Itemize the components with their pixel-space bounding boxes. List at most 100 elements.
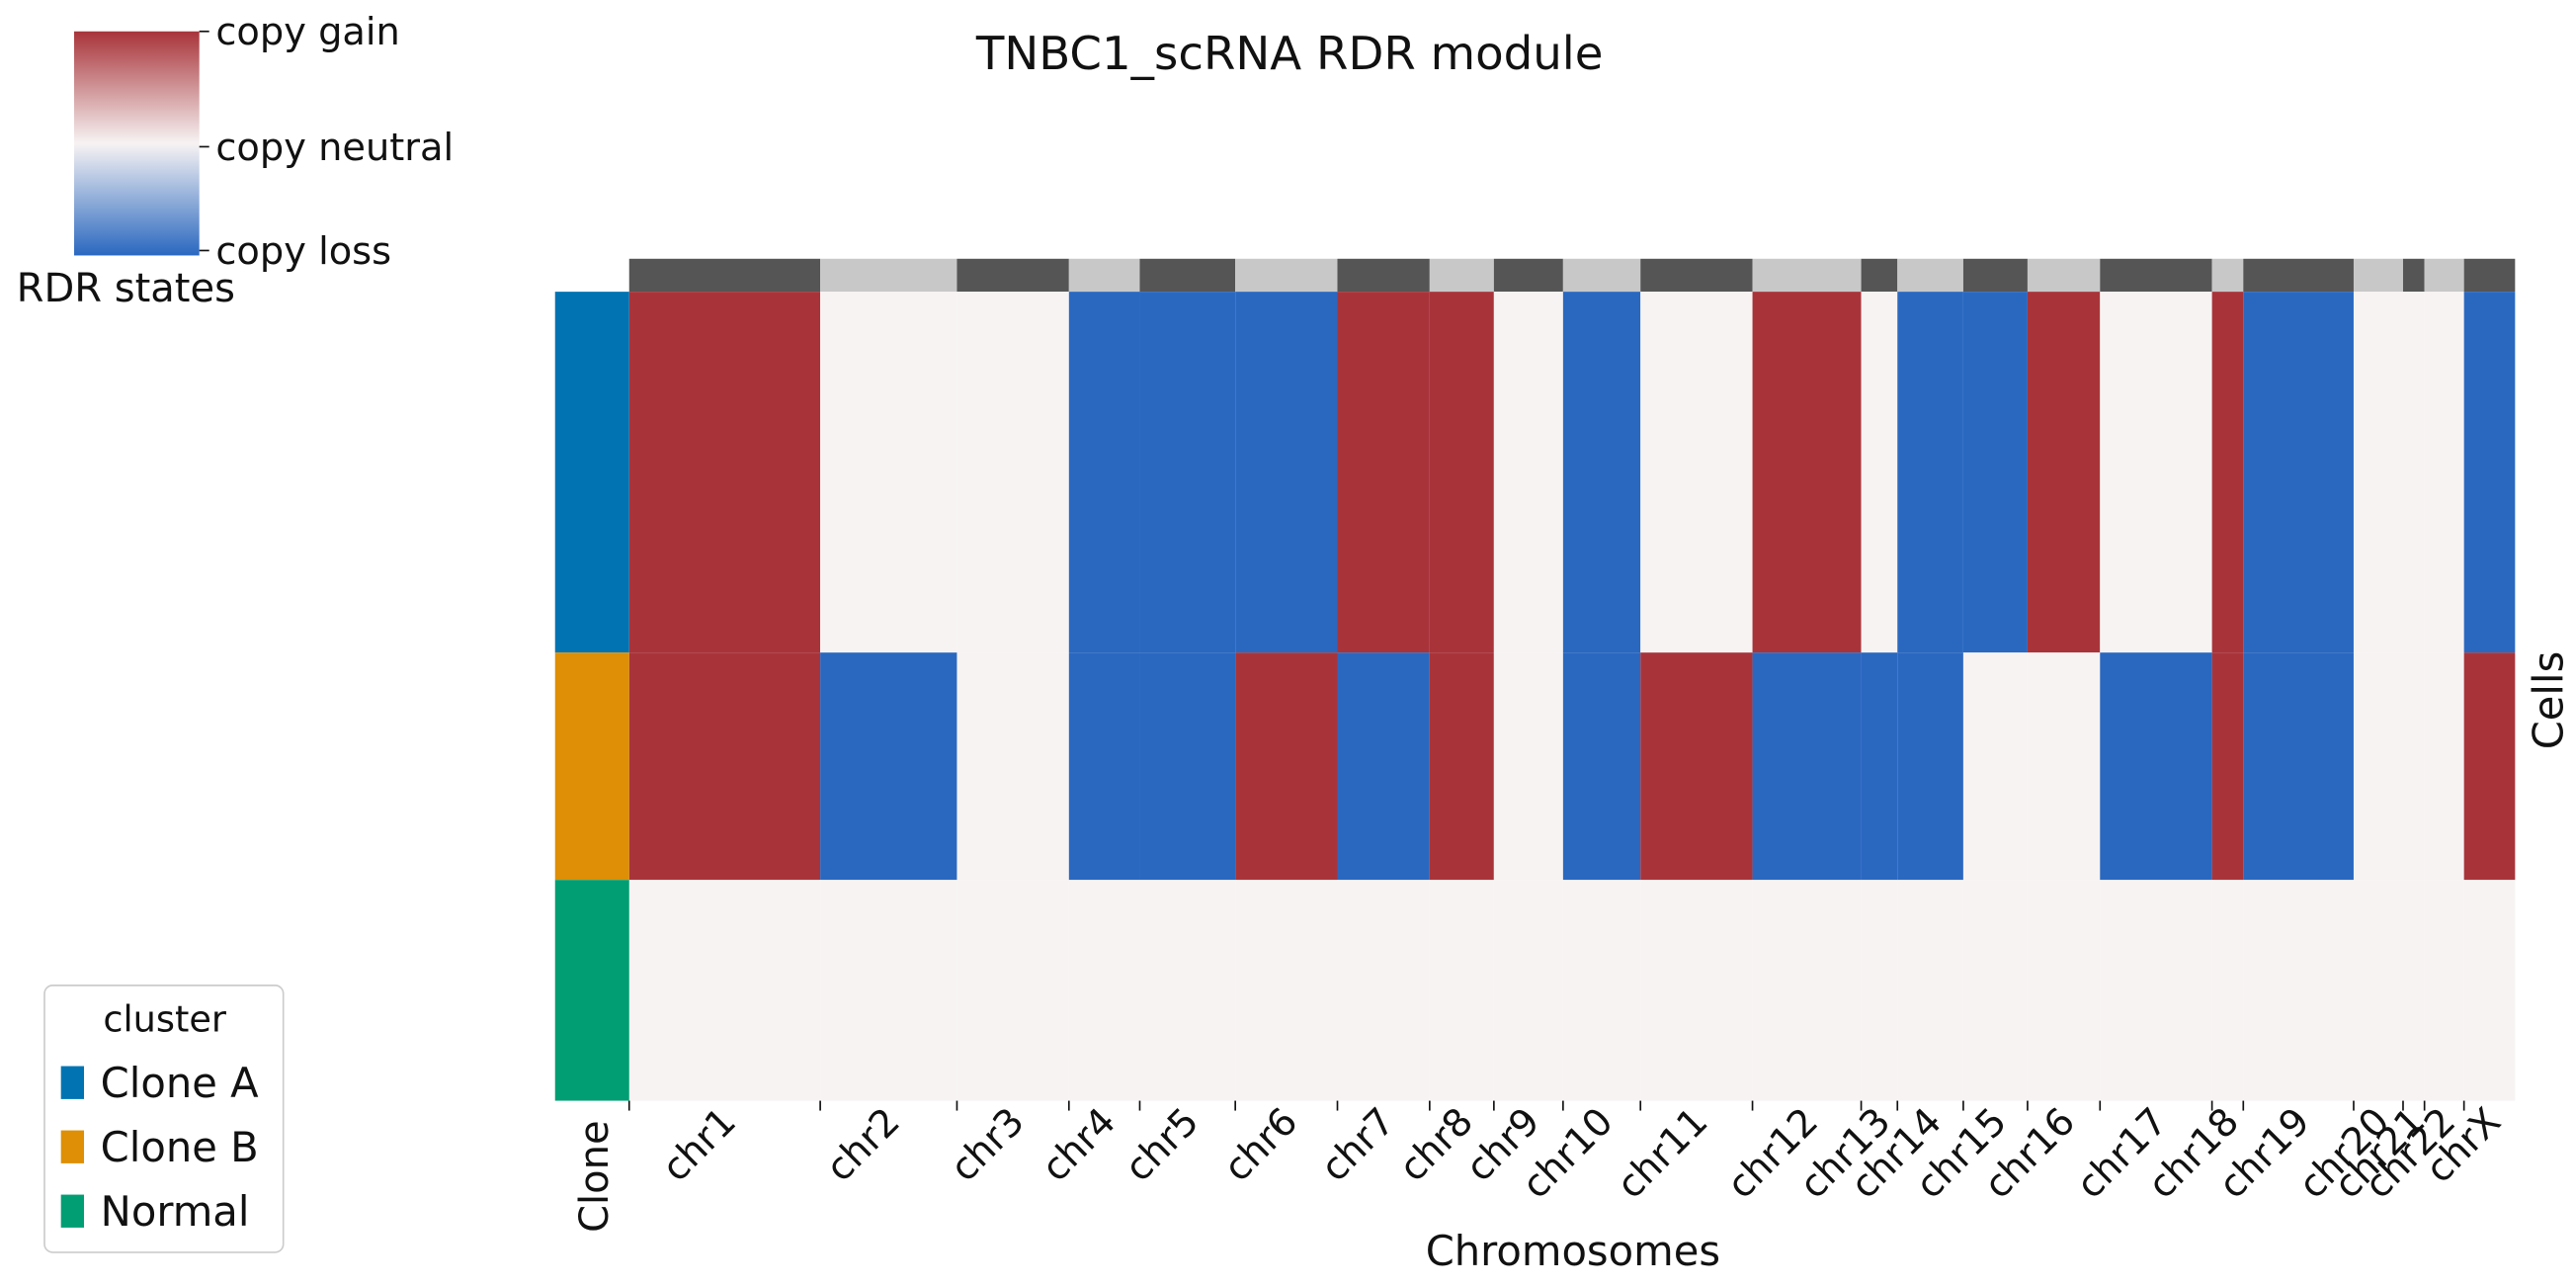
chromosome-bar <box>1139 258 1236 293</box>
heatmap-cell <box>1562 652 1641 881</box>
heatmap-cell <box>2463 652 2516 881</box>
heatmap-cell <box>820 292 957 653</box>
chromosome-bar <box>628 258 821 293</box>
x-tick-label: chr1 <box>654 1099 745 1190</box>
chromosome-bar <box>2402 258 2425 293</box>
heatmap-cell <box>2211 652 2244 881</box>
heatmap-cell <box>1861 652 1898 881</box>
x-tick-label: chr11 <box>1609 1099 1717 1208</box>
heatmap-cell <box>2027 880 2101 1101</box>
colorbar-label: copy gain <box>215 10 399 54</box>
heatmap-cell <box>1897 292 1963 653</box>
heatmap-cell <box>1640 652 1753 881</box>
heatmap-cell <box>1962 652 2028 881</box>
heatmap-cell <box>1493 880 1563 1101</box>
chromosome-bar <box>1962 258 2028 293</box>
chromosome-bar <box>820 258 957 293</box>
heatmap-cell <box>2402 652 2425 881</box>
heatmap-cell <box>1429 652 1494 881</box>
chromosome-bar <box>2353 258 2403 293</box>
chromosome-bar <box>2211 258 2244 293</box>
heatmap-cell <box>1337 652 1430 881</box>
heatmap-cell <box>2424 880 2464 1101</box>
heatmap-cell <box>1962 292 2028 653</box>
heatmap-cell <box>1861 880 1898 1101</box>
heatmap-cell <box>1139 880 1236 1101</box>
heatmap-cell <box>2211 292 2244 653</box>
heatmap-cell <box>1962 880 2028 1101</box>
heatmap-cell <box>1337 880 1430 1101</box>
chart-title: TNBC1_scRNA RDR module <box>975 28 1604 81</box>
heatmap-cell <box>2100 880 2212 1101</box>
heatmap-cell <box>1640 880 1753 1101</box>
heatmap-cell <box>956 880 1069 1101</box>
heatmap-cell <box>2100 292 2212 653</box>
heatmap-cell <box>2243 880 2354 1101</box>
heatmap-cell <box>2027 652 2101 881</box>
heatmap-cell <box>1861 292 1898 653</box>
heatmap-cell <box>1493 652 1563 881</box>
heatmap-cell <box>1068 880 1140 1101</box>
heatmap-cell <box>1640 292 1753 653</box>
colorbar-title: RDR states <box>17 266 235 311</box>
legend-swatch <box>60 1066 85 1099</box>
heatmap-cell <box>1068 292 1140 653</box>
heatmap-cell <box>1752 292 1862 653</box>
clone-bar <box>554 292 629 653</box>
heatmap-cell <box>1235 292 1338 653</box>
chromosome-bar <box>956 258 1069 293</box>
chromosome-bar <box>2243 258 2354 293</box>
legend-label: Normal <box>101 1187 250 1236</box>
heatmap-cell <box>2027 292 2101 653</box>
heatmap-cell <box>1493 292 1563 653</box>
legend-swatch <box>60 1130 85 1163</box>
x-tick-label: chr2 <box>817 1099 908 1190</box>
x-tick-label: chr8 <box>1390 1099 1481 1190</box>
clone-bar <box>554 880 629 1101</box>
heatmap-cell <box>2463 292 2516 653</box>
heatmap-cell <box>2353 880 2403 1101</box>
heatmap-cell <box>628 652 821 881</box>
chromosome-bar <box>2424 258 2464 293</box>
heatmap-cell <box>820 880 957 1101</box>
heatmap-cell <box>1752 880 1862 1101</box>
heatmap-cell <box>2243 652 2354 881</box>
chromosome-bar <box>1752 258 1862 293</box>
x-tick-label: chr5 <box>1117 1099 1207 1190</box>
x-axis-label: Chromosomes <box>1426 1227 1720 1275</box>
heatmap-cell <box>1068 652 1140 881</box>
heatmap-cell <box>1562 292 1641 653</box>
row-label: Clone <box>572 1120 618 1232</box>
colorbar-label: copy loss <box>215 229 391 274</box>
chromosome-bar <box>1562 258 1641 293</box>
heatmap-cell <box>1562 880 1641 1101</box>
heatmap-cell <box>1897 880 1963 1101</box>
heatmap-cell <box>2353 652 2403 881</box>
heatmap-cell <box>628 880 821 1101</box>
heatmap-cell <box>1429 292 1494 653</box>
chromosome-bar <box>1429 258 1494 293</box>
legend-title: cluster <box>103 998 227 1041</box>
chromosome-bar <box>1640 258 1753 293</box>
chromosome-bar <box>2027 258 2101 293</box>
heatmap-cell <box>2243 292 2354 653</box>
heatmap-cell <box>2402 880 2425 1101</box>
heatmap-cell <box>956 292 1069 653</box>
chromosome-bar <box>2100 258 2212 293</box>
heatmap-cell <box>2424 292 2464 653</box>
chromosome-bar <box>1337 258 1430 293</box>
heatmap-cell <box>2402 292 2425 653</box>
y-axis-label: Cells <box>2525 651 2573 750</box>
x-tick-label: chr7 <box>1312 1099 1403 1190</box>
heatmap-cell <box>2211 880 2244 1101</box>
chromosome-bar <box>1493 258 1563 293</box>
legend-swatch <box>60 1194 85 1228</box>
heatmap-cell <box>2424 652 2464 881</box>
heatmap-cell <box>2353 292 2403 653</box>
x-tick-label: chr3 <box>942 1099 1033 1190</box>
heatmap-cell <box>956 652 1069 881</box>
legend-label: Clone A <box>101 1059 259 1107</box>
colorbar-label: copy neutral <box>215 126 454 170</box>
